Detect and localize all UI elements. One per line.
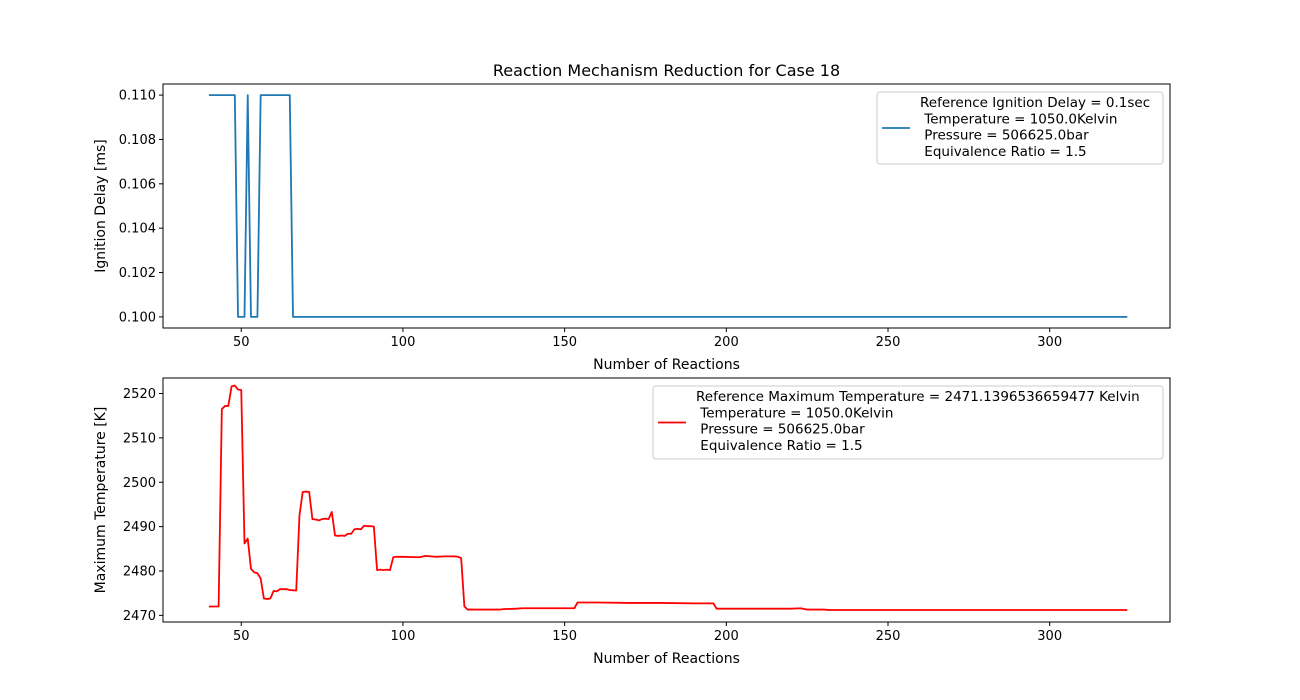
max-temperature-x-axis-label: Number of Reactions: [593, 651, 740, 667]
ignition-delay-legend-text: Equivalence Ratio = 1.5: [920, 144, 1087, 160]
max-temperature-series-line: [208, 384, 1128, 611]
ignition-delay-legend-box: [876, 91, 1164, 165]
max-temperature-y-tick-label: 2490: [123, 520, 156, 535]
ignition-delay-axes-frame: [162, 83, 1171, 329]
ignition-delay-x-tick-label: 250: [876, 335, 901, 350]
ignition-delay-x-axis-label: Number of Reactions: [593, 357, 740, 373]
max-temperature-legend-text: Equivalence Ratio = 1.5: [696, 438, 863, 454]
ignition-delay-y-tick-label: 0.110: [119, 89, 156, 104]
ignition-delay-plot: 50 100 150 200 250 300 0.100 0.102 0.104 0.106 0.1…: [93, 83, 1171, 373]
max-temperature-legend-box: [652, 385, 1164, 460]
ignition-delay-y-tick-label: 0.106: [119, 177, 156, 192]
ignition-delay-y-axis-label: Ignition Delay [ms]: [93, 139, 109, 273]
ignition-delay-y-tick-label: 0.108: [119, 133, 156, 148]
max-temperature-y-axis-label: Maximum Temperature [K]: [93, 407, 109, 594]
ignition-delay-x-tick-label: 150: [552, 335, 577, 350]
ignition-delay-legend-text: Pressure = 506625.0bar: [920, 128, 1089, 144]
max-temperature-x-tick-label: 150: [552, 629, 577, 644]
max-temperature-x-tick-label: 300: [1037, 629, 1062, 644]
maximum-temperature-plot: 50 100 150 200 250 300 2470 2480 2490 2500 2510 252…: [93, 377, 1171, 667]
ignition-delay-x-tick-label: 300: [1037, 335, 1062, 350]
chart-title: Reaction Mechanism Reduction for Case 18: [493, 61, 840, 80]
max-temperature-legend-text: Reference Maximum Temperature = 2471.139…: [696, 389, 1140, 405]
ignition-delay-series-line: [208, 94, 1128, 318]
max-temperature-x-tick-label: 100: [391, 629, 416, 644]
ignition-delay-y-tick-label: 0.102: [119, 266, 156, 281]
max-temperature-y-tick-label: 2480: [123, 564, 156, 579]
max-temperature-legend-text: Temperature = 1050.0Kelvin: [696, 405, 893, 421]
max-temperature-legend-text: Pressure = 506625.0bar: [696, 422, 865, 438]
max-temperature-axes-frame: [162, 377, 1171, 623]
max-temperature-y-tick-label: 2500: [123, 476, 156, 491]
max-temperature-x-tick-label: 50: [233, 629, 250, 644]
max-temperature-x-tick-label: 200: [714, 629, 739, 644]
ignition-delay-x-tick-label: 50: [233, 335, 250, 350]
ignition-delay-legend-text: Reference Ignition Delay = 0.1sec: [920, 95, 1150, 111]
ignition-delay-x-tick-label: 100: [391, 335, 416, 350]
max-temperature-y-tick-label: 2520: [123, 387, 156, 402]
max-temperature-y-tick-label: 2510: [123, 431, 156, 446]
ignition-delay-y-tick-label: 0.100: [119, 310, 156, 325]
max-temperature-x-tick-label: 250: [876, 629, 901, 644]
ignition-delay-y-tick-label: 0.104: [119, 222, 156, 237]
ignition-delay-legend-text: Temperature = 1050.0Kelvin: [920, 111, 1117, 127]
max-temperature-y-tick-label: 2470: [123, 609, 156, 624]
ignition-delay-x-tick-label: 200: [714, 335, 739, 350]
